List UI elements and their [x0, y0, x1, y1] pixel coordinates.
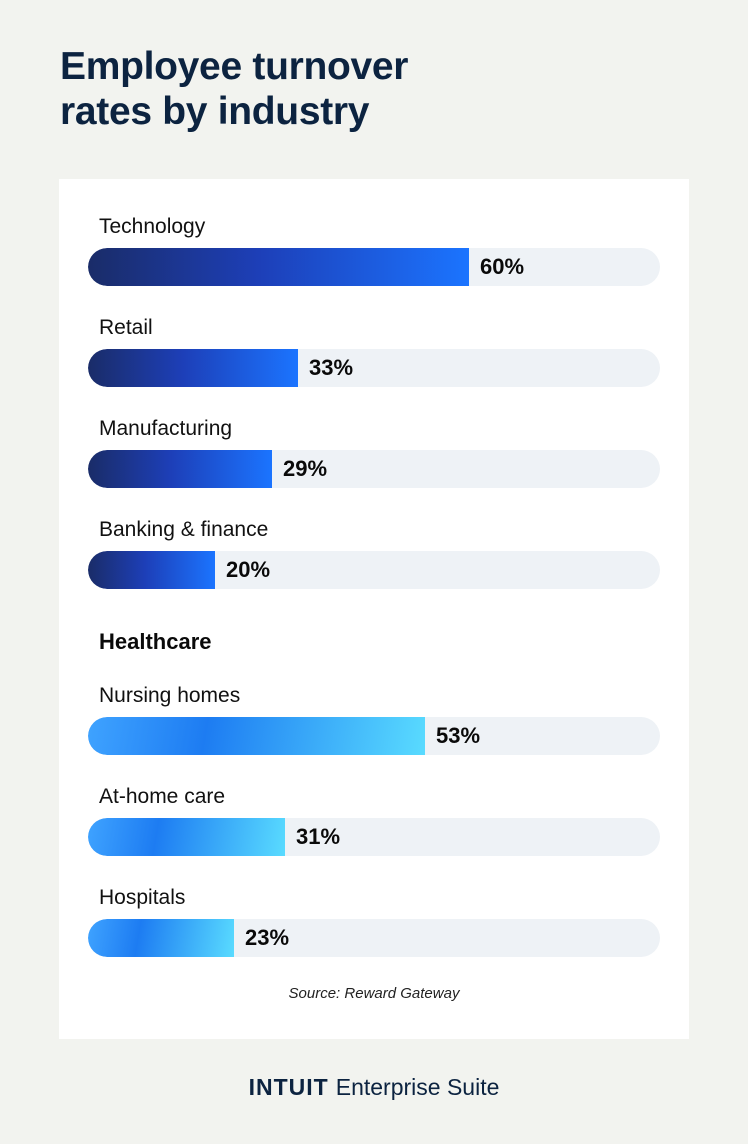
bar-label: Nursing homes [99, 684, 241, 707]
bar-row-banking-finance: Banking & finance 20% [88, 517, 660, 589]
bar-value-label: 53% [436, 723, 481, 748]
bar-technology [88, 248, 469, 286]
brand-footer: INTUIT Enterprise Suite [0, 1074, 748, 1101]
source-note: Source: Reward Gateway [288, 985, 460, 1002]
bar-row-manufacturing: Manufacturing 29% [88, 416, 660, 488]
bar-track [88, 551, 660, 589]
bar-value-label: 33% [309, 355, 354, 380]
bar-row-technology: Technology 60% [88, 214, 660, 286]
bar-banking-finance [88, 551, 215, 589]
bar-track [88, 450, 660, 488]
bar-value-label: 29% [283, 456, 328, 481]
bar-value-label: 31% [296, 824, 341, 849]
bar-nursing-homes [88, 717, 425, 755]
bar-value-label: 60% [480, 254, 525, 279]
bar-label: Retail [99, 316, 153, 339]
bar-label: At-home care [99, 785, 226, 808]
bar-label: Hospitals [99, 886, 186, 909]
bar-label: Technology [99, 215, 206, 238]
intuit-logo: INTUIT [248, 1074, 329, 1100]
bar-chart: Technology 60% Retail 33% Manufacturing 29% Ba… [59, 179, 689, 1039]
bar-label: Manufacturing [99, 417, 233, 440]
bar-track [88, 248, 660, 286]
bar-manufacturing [88, 450, 272, 488]
bar-row-at-home-care: At-home care 31% [88, 784, 660, 856]
bar-track [88, 919, 660, 957]
bar-row-retail: Retail 33% [88, 315, 660, 387]
bar-value-label: 23% [245, 925, 290, 950]
brand-text: Enterprise Suite [335, 1074, 500, 1100]
bar-track [88, 818, 660, 856]
bar-track [88, 717, 660, 755]
bar-value-label: 20% [226, 557, 271, 582]
bar-row-hospitals: Hospitals 23% [88, 885, 660, 957]
bar-at-home-care [88, 818, 285, 856]
page-title-line-1: Employee turnover [60, 45, 409, 88]
page-title: Employee turnover rates by industry [60, 44, 660, 134]
bar-label: Banking & finance [99, 518, 269, 541]
page-title-line-2: rates by industry [60, 90, 370, 133]
section-heading-healthcare: Healthcare [99, 629, 212, 654]
bar-hospitals [88, 919, 234, 957]
bar-row-nursing-homes: Nursing homes 53% [88, 683, 660, 755]
bar-retail [88, 349, 298, 387]
bar-track [88, 349, 660, 387]
chart-card: Technology 60% Retail 33% Manufacturing 29% Ba… [59, 179, 689, 1039]
